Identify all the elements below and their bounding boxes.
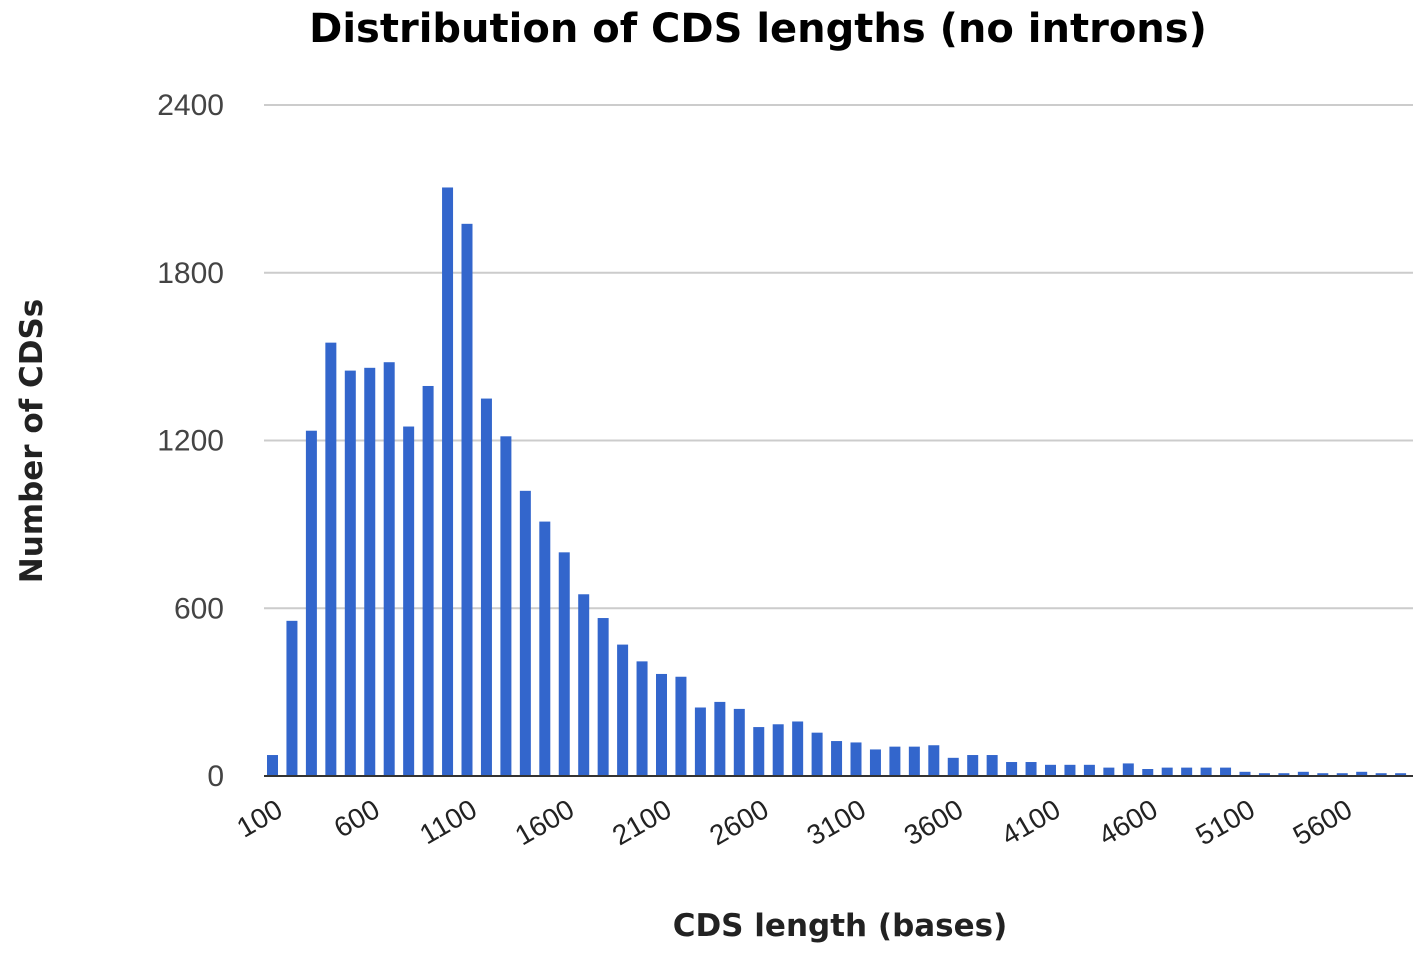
bar bbox=[772, 724, 784, 776]
bar bbox=[344, 370, 356, 776]
bar bbox=[461, 223, 473, 776]
bar bbox=[539, 521, 551, 776]
bar bbox=[1220, 767, 1232, 776]
bar bbox=[831, 741, 843, 776]
x-tick-label: 2100 bbox=[607, 793, 676, 851]
bar bbox=[1045, 764, 1056, 776]
bar bbox=[597, 618, 609, 776]
bar bbox=[1317, 773, 1329, 776]
x-axis-ticks: 100 600 1100 1600 2100 2600 3100 3600 4100 4600 51… bbox=[232, 793, 1358, 851]
bar bbox=[1161, 767, 1173, 776]
bar bbox=[714, 701, 726, 776]
bar bbox=[1278, 773, 1290, 776]
bar bbox=[480, 398, 492, 776]
y-tick-label: 1200 bbox=[157, 425, 224, 458]
bar bbox=[1395, 773, 1407, 776]
bar bbox=[675, 676, 687, 776]
bar bbox=[1006, 762, 1018, 776]
bar bbox=[267, 755, 278, 776]
bar bbox=[928, 745, 940, 776]
x-tick-label: 100 bbox=[232, 793, 288, 843]
bar bbox=[305, 430, 317, 776]
x-tick-label: 5600 bbox=[1288, 793, 1357, 851]
y-axis-ticks: 0 600 1200 1800 2400 bbox=[157, 89, 224, 793]
bar bbox=[1064, 764, 1076, 776]
bar bbox=[869, 749, 881, 776]
bar bbox=[578, 594, 590, 776]
bar bbox=[792, 721, 804, 776]
bar bbox=[500, 436, 512, 776]
bar bbox=[1083, 764, 1095, 776]
bar bbox=[947, 757, 959, 776]
bar bbox=[1258, 773, 1270, 776]
bar bbox=[986, 755, 998, 776]
bar bbox=[850, 742, 862, 776]
bar bbox=[753, 727, 765, 776]
x-tick-label: 600 bbox=[329, 793, 385, 843]
x-axis-title: CDS length (bases) bbox=[673, 908, 1008, 944]
bar bbox=[636, 661, 648, 776]
bar bbox=[617, 644, 629, 776]
x-tick-label: 1600 bbox=[510, 793, 579, 851]
y-tick-label: 1800 bbox=[157, 257, 224, 290]
x-tick-label: 3600 bbox=[899, 793, 968, 851]
bar bbox=[558, 552, 570, 776]
bar bbox=[1122, 763, 1134, 776]
bar bbox=[1356, 771, 1368, 776]
bar bbox=[1025, 762, 1037, 776]
bar bbox=[1239, 771, 1251, 776]
bar bbox=[442, 187, 454, 777]
bar bbox=[908, 746, 920, 776]
x-tick-label: 4600 bbox=[1093, 793, 1162, 851]
x-tick-label: 2600 bbox=[704, 793, 773, 851]
x-tick-label: 4100 bbox=[996, 793, 1065, 851]
bar bbox=[422, 385, 434, 776]
x-tick-label: 3100 bbox=[802, 793, 871, 851]
y-tick-label: 0 bbox=[207, 760, 224, 793]
bar bbox=[656, 673, 667, 776]
bar bbox=[325, 342, 337, 776]
bar bbox=[364, 367, 376, 776]
bar bbox=[967, 755, 979, 776]
bar bbox=[383, 362, 395, 776]
gridlines bbox=[264, 104, 1413, 610]
bar bbox=[1336, 773, 1348, 776]
bar bbox=[733, 708, 745, 776]
bar bbox=[694, 707, 706, 776]
x-tick-label: 1100 bbox=[414, 793, 482, 850]
y-axis-title: Number of CDSs bbox=[14, 299, 50, 583]
bar bbox=[1181, 767, 1193, 776]
x-tick-label: 5100 bbox=[1191, 793, 1260, 851]
chart-title: Distribution of CDS lengths (no introns) bbox=[309, 6, 1207, 52]
bar bbox=[1142, 769, 1154, 776]
bar bbox=[1375, 773, 1387, 776]
bar bbox=[1103, 767, 1115, 776]
bar bbox=[811, 732, 823, 776]
bars bbox=[267, 187, 1407, 777]
y-tick-label: 600 bbox=[174, 592, 224, 625]
bar bbox=[1297, 771, 1309, 776]
bar bbox=[1200, 767, 1212, 776]
bar bbox=[889, 746, 901, 776]
bar bbox=[519, 490, 531, 776]
bar bbox=[403, 426, 415, 776]
bar bbox=[286, 620, 298, 776]
y-tick-label: 2400 bbox=[157, 89, 224, 122]
